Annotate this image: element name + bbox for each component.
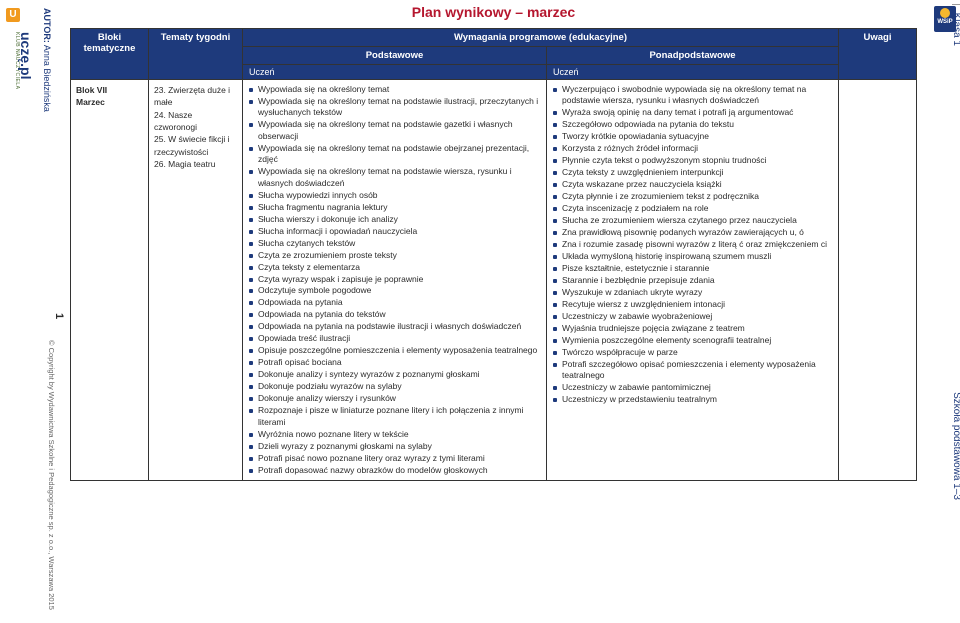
temat-item: 25. W świecie fikcji i rzeczywistości — [154, 133, 237, 158]
list-item: Słucha fragmentu nagrania lektury — [249, 202, 540, 213]
logo-ucze: U KLUB NAUCZYCIELA uczę.pl — [6, 8, 44, 22]
list-item: Wyraża swoją opinię na dany temat i potr… — [553, 107, 832, 118]
copyright-line: © Copyright by Wydawnictwa Szkolne i Ped… — [47, 340, 56, 610]
list-item: Wypowiada się na określony temat na pods… — [249, 143, 540, 166]
logo-mark: U — [6, 8, 20, 22]
list-item: Tworzy krótkie opowiadania sytuacyjne — [553, 131, 832, 142]
list-item: Odpowiada na pytania — [249, 297, 540, 308]
list-item: Zna prawidłową pisownię podanych wyrazów… — [553, 227, 832, 238]
list-item: Korzysta z różnych źródeł informacji — [553, 143, 832, 154]
logo-text: uczę.pl — [18, 32, 34, 79]
block-line-1: Blok VII — [76, 84, 143, 96]
author-line: AUTOR: Anna Biedzińska — [42, 8, 52, 112]
list-item: Odpowiada na pytania na podstawie ilustr… — [249, 321, 540, 332]
list-item: Wymienia poszczególne elementy scenograf… — [553, 335, 832, 346]
list-item: Szczegółowo odpowiada na pytania do teks… — [553, 119, 832, 130]
table-body-row: Blok VII Marzec 23. Zwierzęta duże i mał… — [71, 80, 917, 481]
list-item: Odpowiada na pytania do tekstów — [249, 309, 540, 320]
author-name: Anna Biedzińska — [42, 45, 52, 112]
list-item: Wyszukuje w zdaniach ukryte wyrazy — [553, 287, 832, 298]
list-item: Potrafi pisać nowo poznane litery oraz w… — [249, 453, 540, 464]
cell-bloki: Blok VII Marzec — [71, 80, 149, 481]
separator-icon: | — [951, 3, 960, 6]
list-item: Uczestniczy w zabawie pantomimicznej — [553, 382, 832, 393]
list-item: Dokonuje analizy wierszy i rysunków — [249, 393, 540, 404]
list-item: Twórczo współpracuje w parze — [553, 347, 832, 358]
author-label: AUTOR: — [42, 8, 52, 43]
right-product-line: Ćwiczenia z pomysłem | Klasa 1 — [951, 0, 960, 46]
list-item: Potrafi opisać bociana — [249, 357, 540, 368]
list-item: Uczestniczy w przedstawieniu teatralnym — [553, 394, 832, 405]
list-item: Czyta inscenizację z podziałem na role — [553, 203, 832, 214]
wsip-sun-icon — [940, 8, 950, 18]
hdr-ponad: Ponadpodstawowe — [547, 47, 839, 65]
list-item: Czyta ze zrozumieniem proste teksty — [249, 250, 540, 261]
list-item: Płynnie czyta tekst o podwyższonym stopn… — [553, 155, 832, 166]
list-item: Wypowiada się na określony temat na pods… — [249, 166, 540, 189]
page-number: 1 — [53, 313, 65, 319]
list-item: Wypowiada się na określony temat — [249, 84, 540, 95]
cell-ponad: Wyczerpująco i swobodnie wypowiada się n… — [547, 80, 839, 481]
page-content: Plan wynikowy – marzec Bloki tematyczne … — [70, 0, 925, 623]
hdr-wymagania: Wymagania programowe (edukacyjne) — [243, 29, 839, 47]
list-item: Dzieli wyrazy z poznanymi głoskami na sy… — [249, 441, 540, 452]
block-line-2: Marzec — [76, 96, 143, 108]
cell-tematy: 23. Zwierzęta duże i małe 24. Nasze czwo… — [149, 80, 243, 481]
right-sidebar: WSiP Ćwiczenia z pomysłem | Klasa 1 Szko… — [930, 0, 960, 623]
list-item: Czyta teksty z elementarza — [249, 262, 540, 273]
list-item: Starannie i bezbłędnie przepisuje zdania — [553, 275, 832, 286]
list-ponad: Wyczerpująco i swobodnie wypowiada się n… — [553, 84, 832, 406]
hdr-uczen-1: Uczeń — [243, 65, 547, 80]
page-title: Plan wynikowy – marzec — [70, 4, 917, 20]
hdr-uwagi: Uwagi — [839, 29, 917, 80]
list-item: Zna i rozumie zasadę pisowni wyrazów z l… — [553, 239, 832, 250]
list-item: Słucha wierszy i dokonuje ich analizy — [249, 214, 540, 225]
list-item: Wyczerpująco i swobodnie wypowiada się n… — [553, 84, 832, 107]
list-podstawowe: Wypowiada się na określony tematWypowiad… — [249, 84, 540, 476]
left-sidebar: U KLUB NAUCZYCIELA uczę.pl AUTOR: Anna B… — [0, 0, 70, 623]
list-item: Wyjaśnia trudniejsze pojęcia związane z … — [553, 323, 832, 334]
list-item: Opisuje poszczególne pomieszczenia i ele… — [249, 345, 540, 356]
right-school: Szkoła podstawowa 1–3 — [951, 392, 960, 500]
list-item: Układa wymyśloną historię inspirowaną sz… — [553, 251, 832, 262]
right-klasa: Klasa 1 — [951, 13, 960, 46]
hdr-uczen-2: Uczeń — [547, 65, 839, 80]
list-item: Rozpoznaje i pisze w liniaturze poznane … — [249, 405, 540, 428]
curriculum-table: Bloki tematyczne Tematy tygodni Wymagani… — [70, 28, 917, 481]
list-item: Czyta wyrazy wspak i zapisuje je poprawn… — [249, 274, 540, 285]
list-item: Potrafi dopasować nazwy obrazków do mode… — [249, 465, 540, 476]
list-item: Czyta wskazane przez nauczyciela książki — [553, 179, 832, 190]
list-item: Potrafi szczegółowo opisać pomieszczenia… — [553, 359, 832, 382]
list-item: Słucha wypowiedzi innych osób — [249, 190, 540, 201]
list-item: Słucha czytanych tekstów — [249, 238, 540, 249]
cell-podstawowe: Wypowiada się na określony tematWypowiad… — [243, 80, 547, 481]
list-item: Słucha informacji i opowiadań nauczyciel… — [249, 226, 540, 237]
list-item: Dokonuje podziału wyrazów na sylaby — [249, 381, 540, 392]
hdr-podstawowe: Podstawowe — [243, 47, 547, 65]
list-item: Opowiada treść ilustracji — [249, 333, 540, 344]
list-item: Odczytuje symbole pogodowe — [249, 285, 540, 296]
list-item: Uczestniczy w zabawie wyobrażeniowej — [553, 311, 832, 322]
list-item: Recytuje wiersz z uwzględnieniem intonac… — [553, 299, 832, 310]
temat-item: 24. Nasze czworonogi — [154, 109, 237, 134]
list-item: Dokonuje analizy i syntezy wyrazów z poz… — [249, 369, 540, 380]
list-item: Czyta teksty z uwzględnieniem interpunkc… — [553, 167, 832, 178]
list-item: Wypowiada się na określony temat na pods… — [249, 119, 540, 142]
temat-item: 23. Zwierzęta duże i małe — [154, 84, 237, 109]
hdr-bloki: Bloki tematyczne — [71, 29, 149, 80]
list-item: Wypowiada się na określony temat na pods… — [249, 96, 540, 119]
list-item: Pisze kształtnie, estetycznie i staranni… — [553, 263, 832, 274]
hdr-tematy: Tematy tygodni — [149, 29, 243, 80]
table-header-row-1: Bloki tematyczne Tematy tygodni Wymagani… — [71, 29, 917, 47]
list-item: Słucha ze zrozumieniem wiersza czytanego… — [553, 215, 832, 226]
temat-item: 26. Magia teatru — [154, 158, 237, 170]
list-item: Czyta płynnie i ze zrozumieniem tekst z … — [553, 191, 832, 202]
cell-uwagi — [839, 80, 917, 481]
list-item: Wyróżnia nowo poznane litery w tekście — [249, 429, 540, 440]
